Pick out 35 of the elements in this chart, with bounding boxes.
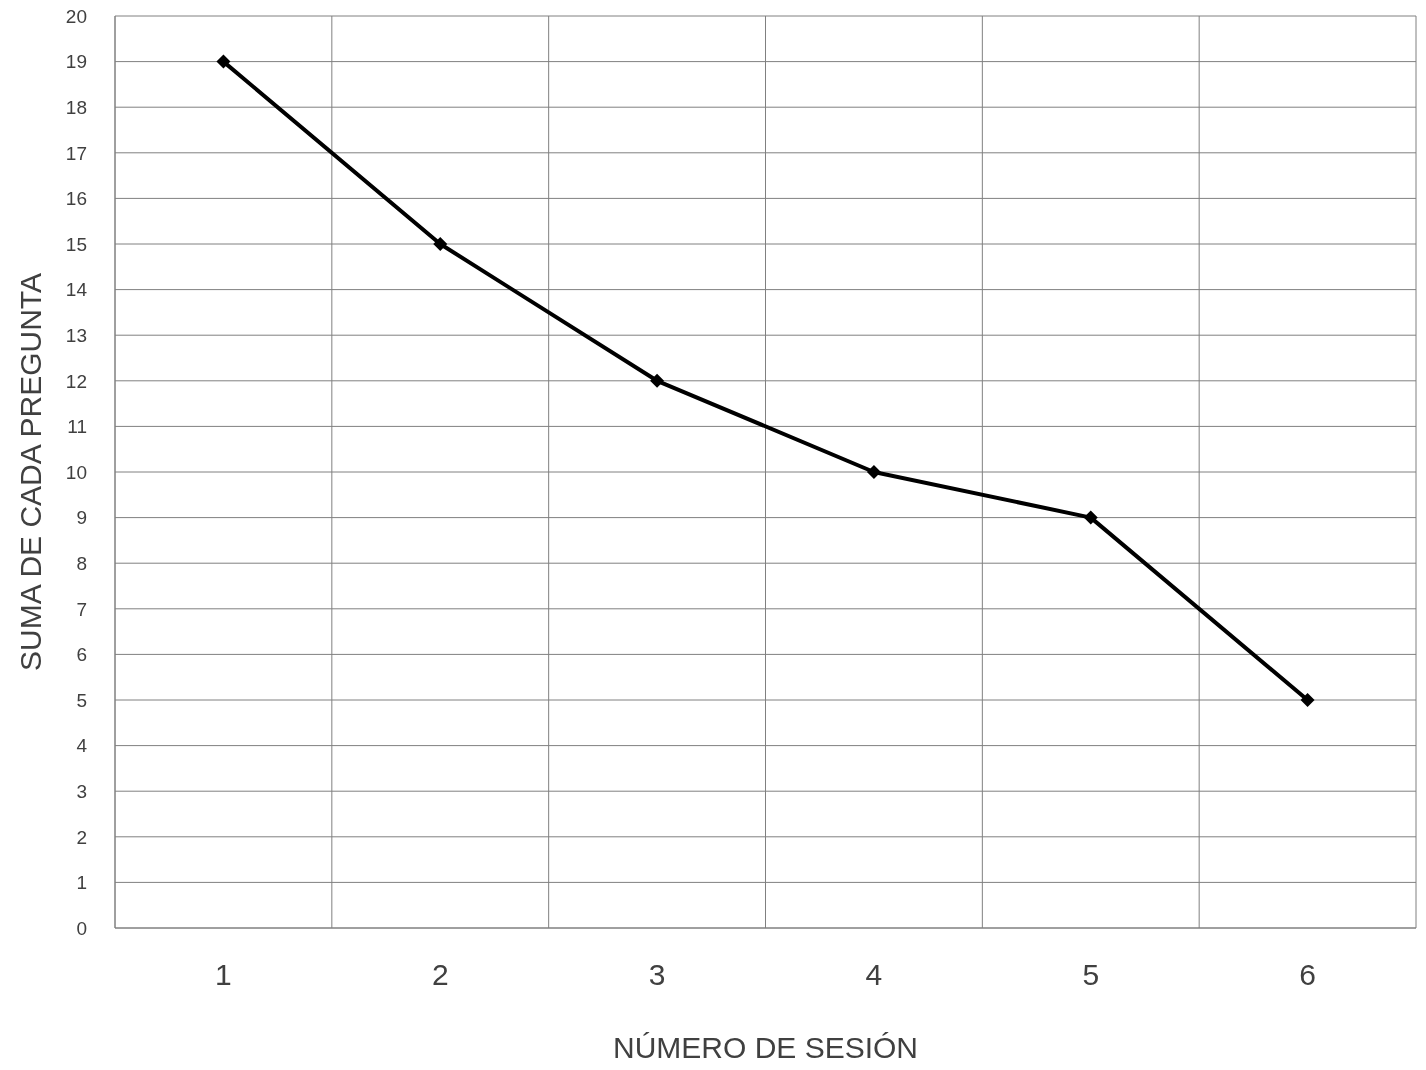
y-tick-label: 10 — [65, 461, 87, 483]
y-tick-label: 4 — [76, 735, 88, 757]
y-tick-label: 19 — [65, 51, 87, 73]
point — [1083, 510, 1098, 525]
x-tick-label: 6 — [1299, 958, 1316, 992]
y-tick-label: 16 — [65, 188, 87, 210]
y-tick-label: 12 — [65, 370, 87, 392]
y-tick-label: 7 — [76, 598, 87, 620]
y-tick-label: 6 — [76, 644, 87, 666]
y-axis-title: SUMA DE CADA PREGUNTA — [13, 273, 47, 671]
y-tick-label: 15 — [65, 233, 87, 255]
x-tick-label: 3 — [648, 958, 666, 992]
x-axis-title: NÚMERO DE SESIÓN — [612, 1031, 919, 1064]
x-tick-label: 2 — [431, 958, 449, 992]
y-tick-label: 20 — [65, 5, 87, 27]
y-tick-label: 14 — [65, 279, 88, 301]
y-tick-label: 8 — [76, 552, 87, 574]
x-tick-label: 4 — [865, 958, 883, 992]
y-tick-label: 5 — [76, 689, 87, 711]
y-tick-label: 13 — [65, 324, 87, 346]
point — [866, 465, 881, 479]
y-tick-label: 2 — [76, 826, 87, 848]
point — [433, 237, 448, 251]
y-tick-label: 17 — [65, 142, 87, 164]
x-tick-label: 1 — [215, 958, 232, 992]
y-tick-label: 3 — [76, 780, 87, 802]
x-tick-label: 5 — [1082, 958, 1100, 992]
point — [1300, 693, 1315, 707]
y-tick-label: 11 — [67, 416, 87, 438]
point — [650, 373, 665, 388]
y-tick-label: 9 — [76, 507, 87, 529]
y-tick-label: 0 — [76, 917, 87, 939]
y-tick-label: 18 — [65, 96, 87, 118]
y-tick-label: 1 — [76, 872, 87, 894]
point — [216, 54, 231, 69]
